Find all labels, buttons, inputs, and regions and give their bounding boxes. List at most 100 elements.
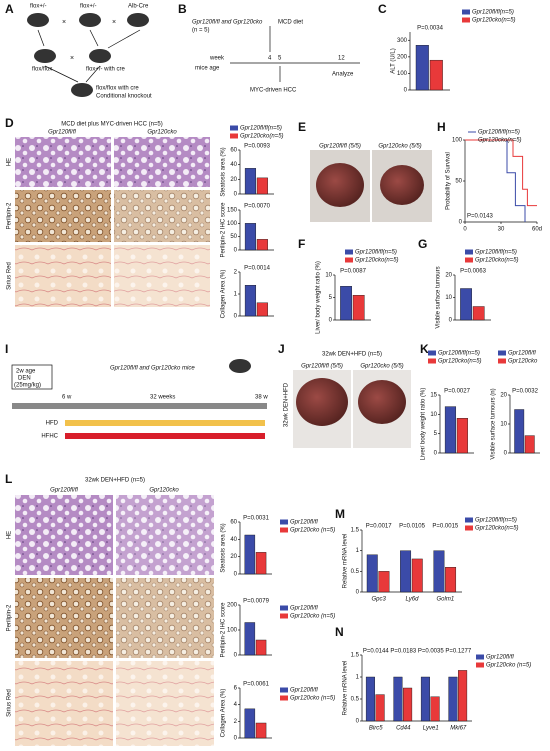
bar (244, 168, 257, 195)
y-tick-label: 100 (227, 628, 238, 634)
y-tick-label: 60 (230, 148, 237, 154)
bar (244, 285, 257, 317)
x-tick-label: Mki67 (450, 726, 467, 732)
panel-a: A flox+/- flox+/- Alb-Cre × × × flox/flo… (5, 2, 152, 99)
column-label: Gpr120cko (149, 488, 179, 494)
histology-image (15, 137, 111, 187)
y-tick-label: 60 (230, 520, 237, 526)
genotype: flox+/- with cre (86, 67, 126, 73)
legend-swatch (498, 358, 506, 364)
bar (256, 177, 268, 195)
panel-label: G (418, 237, 427, 251)
bar (352, 295, 365, 321)
legend-label: Gpr120cko (n=5) (290, 614, 335, 620)
panel-label: H (437, 120, 446, 134)
panel-label: D (5, 116, 14, 130)
x-tick-label: Golm1 (436, 597, 454, 603)
legend-swatch (280, 519, 288, 525)
p-value: P=0.0061 (243, 682, 270, 688)
diet-bar (65, 433, 265, 439)
genotype: flox+/- (80, 4, 97, 10)
bar (365, 676, 375, 722)
diet-bar (65, 420, 265, 426)
row-label: HE (7, 158, 13, 166)
p-value: P=0.0093 (244, 144, 271, 150)
y-axis-label: Liver/ body weight ratio (%) (316, 261, 322, 334)
bar (340, 286, 352, 321)
legend-swatch (280, 605, 288, 611)
y-axis-label: Visible surface tumours (n) (491, 388, 497, 459)
y-tick-label: 4 (234, 702, 238, 708)
bar (411, 558, 423, 593)
model: MYC-driven HCC (250, 88, 297, 94)
panel-l: L 32wk DEN+HFD (n=5) Gpr120fl/fl Gpr120c… (5, 472, 214, 746)
y-tick-label: 0 (449, 318, 453, 324)
legend-swatch (280, 687, 288, 693)
y-axis-label: Visible surface tumours (436, 266, 442, 328)
y-tick-label: 2 (234, 719, 238, 725)
x-tick-label: Lyve1 (423, 726, 439, 732)
histology-image (15, 661, 113, 746)
legend-label: Gpr120cko(n=5) (438, 359, 482, 365)
y-tick-label: 1.5 (351, 528, 360, 534)
mouse-icon (79, 13, 101, 27)
diet-label: HFHC (41, 434, 58, 440)
genotype: Alb-Cre (128, 4, 149, 10)
panel-label: M (335, 507, 345, 521)
legend-label: Gpr120fl/fl(n=5) (478, 130, 520, 136)
panel-label: N (335, 625, 344, 639)
y-tick-label: 0 (504, 451, 508, 457)
bar (444, 406, 457, 454)
bar (256, 302, 268, 317)
histology-image (116, 661, 214, 746)
y-axis-label: Liver/ body weight ratio (%) (421, 388, 427, 461)
y-tick-label: 1 (356, 548, 360, 554)
legend-label: Gpr120cko(n=5) (240, 134, 284, 140)
p-value: P=0.0087 (340, 269, 367, 275)
panel-label: E (298, 120, 306, 134)
p-value: P=0.0105 (399, 524, 426, 530)
y-tick-label: 0 (434, 451, 438, 457)
bar (458, 670, 468, 722)
y-tick-label: 100 (452, 138, 463, 144)
genotype: Conditional knockout (96, 94, 152, 100)
group-label: Gpr120cko (5/5) (378, 144, 421, 150)
legend-label: Gpr120cko(n=5) (355, 258, 399, 264)
row-label: Sirius Red (7, 689, 13, 717)
y-axis-label: Probability of Survival (446, 152, 452, 210)
legend-swatch (280, 695, 288, 701)
legend-swatch (465, 249, 473, 255)
p-value: P=0.0035 (418, 649, 445, 655)
panel-title: 32wk DEN+HFD (n=5) (85, 478, 145, 484)
bar (244, 708, 256, 739)
side-label: 32wk DEN+HFD (284, 382, 290, 427)
legend-label: Gpr120fl/fl(n=5) (472, 10, 514, 16)
row-label: Sirius Red (7, 262, 13, 290)
legend-swatch (462, 9, 470, 15)
panel-e: E Gpr120fl/fl (5/5) Gpr120cko (5/5) (298, 120, 432, 222)
y-tick-label: 20 (230, 177, 237, 183)
panel-label: A (5, 2, 14, 16)
legend-label: Gpr120cko (n=5) (486, 663, 531, 669)
y-axis-label: Relative mRNA level (343, 534, 349, 589)
y-tick-label: 10 (500, 422, 507, 428)
mouse-icon (229, 359, 251, 373)
y-tick-label: 0 (234, 572, 238, 578)
p-value: P=0.0034 (417, 26, 444, 32)
y-tick-label: 50 (455, 179, 462, 185)
x-tick-label: 30 (498, 227, 505, 233)
legend-label: Gpr120cko (n=5) (290, 528, 335, 534)
liver (296, 378, 348, 426)
column-label: Gpr120cko (147, 130, 177, 136)
y-tick-label: 200 (397, 54, 408, 60)
bar (524, 435, 535, 454)
p-value: P=0.0183 (390, 649, 417, 655)
mouse-icon (89, 49, 111, 63)
legend-label: Gpr120cko(n=5) (478, 138, 522, 144)
legend-swatch (280, 527, 288, 533)
arrow (37, 29, 141, 83)
timepoint: 6 w (62, 395, 72, 401)
bar (472, 306, 485, 321)
legend-swatch (345, 257, 353, 263)
